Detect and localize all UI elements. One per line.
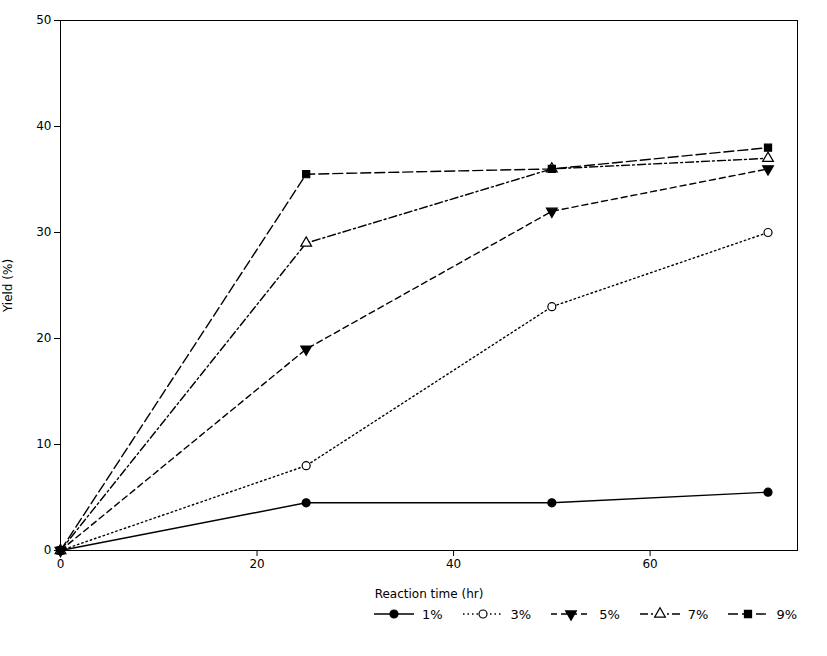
svg-text:Reaction time (hr): Reaction time (hr) [375,587,484,601]
html-text:7%: 7% [687,606,709,622]
html-text:9%: 9% [776,606,797,622]
svg-text:20: 20 [36,331,51,345]
html-text:5%: 5% [599,606,620,622]
svg-text:40: 40 [446,557,461,571]
svg-text:50: 50 [36,13,51,27]
svg-text:40: 40 [36,119,51,133]
svg-text:60: 60 [642,557,657,571]
svg-text:30: 30 [36,225,51,239]
html-text:3%: 3% [510,606,532,622]
svg-text:Yield (%): Yield (%) [1,259,15,313]
svg-text:0: 0 [44,543,52,557]
svg-text:10: 10 [36,437,51,451]
svg-text:20: 20 [249,557,264,571]
html-text:1%: 1% [421,606,443,622]
svg-text:0: 0 [57,557,65,571]
